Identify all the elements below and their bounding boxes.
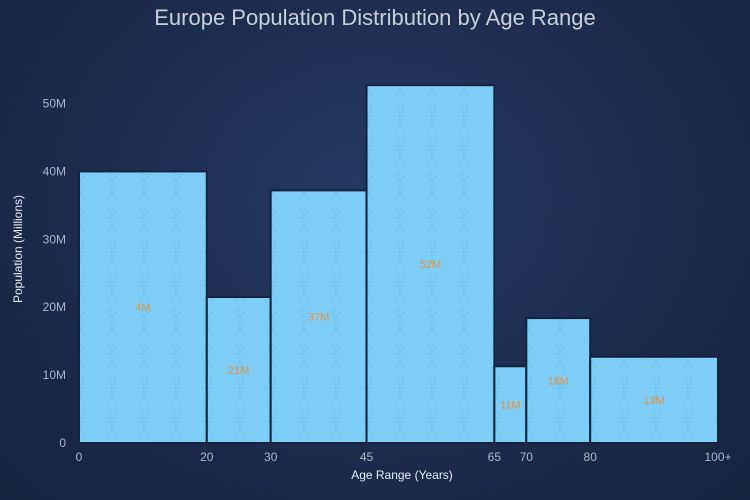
bar-value-label: 52M	[420, 259, 441, 271]
histogram-bar	[78, 170, 208, 444]
people-pattern	[591, 357, 717, 442]
people-pattern	[495, 367, 526, 442]
bar-value-label: 21M	[228, 365, 249, 377]
people-pattern	[367, 86, 494, 443]
people-pattern	[207, 298, 270, 442]
bar-value-label: 4M	[135, 302, 150, 314]
y-tick-label: 20M	[43, 300, 66, 314]
people-pattern	[271, 191, 366, 442]
histogram-bar	[493, 365, 528, 445]
y-tick-label: 30M	[43, 232, 66, 246]
histogram-bar	[365, 84, 496, 445]
histogram-bar	[205, 296, 272, 444]
y-tick-label: 40M	[43, 164, 66, 178]
histogram-bar	[269, 189, 368, 444]
histogram-bar	[525, 317, 592, 444]
x-tick-label: 70	[520, 450, 534, 464]
bar-value-label: 13M	[643, 395, 664, 407]
x-tick-label: 100+	[704, 450, 731, 464]
x-tick-label: 80	[584, 450, 598, 464]
x-tick-label: 45	[360, 450, 374, 464]
bar-value-label: 18M	[548, 376, 569, 388]
bar-value-label: 11M	[500, 400, 521, 412]
x-tick-label: 30	[264, 450, 278, 464]
people-pattern	[80, 172, 206, 442]
x-axis-label: Age Range (Years)	[351, 468, 453, 482]
y-axis-label: Population (Millions)	[11, 195, 25, 303]
histogram-bar	[589, 355, 720, 444]
chart-title: Europe Population Distribution by Age Ra…	[154, 5, 596, 30]
people-pattern	[527, 319, 590, 442]
x-tick-label: 20	[200, 450, 214, 464]
bar-value-label: 37M	[308, 312, 329, 324]
x-tick-label: 65	[488, 450, 502, 464]
x-tick-label: 0	[76, 450, 83, 464]
y-tick-label: 50M	[43, 97, 66, 111]
y-tick-label: 0	[59, 436, 66, 450]
y-tick-label: 10M	[43, 368, 66, 382]
